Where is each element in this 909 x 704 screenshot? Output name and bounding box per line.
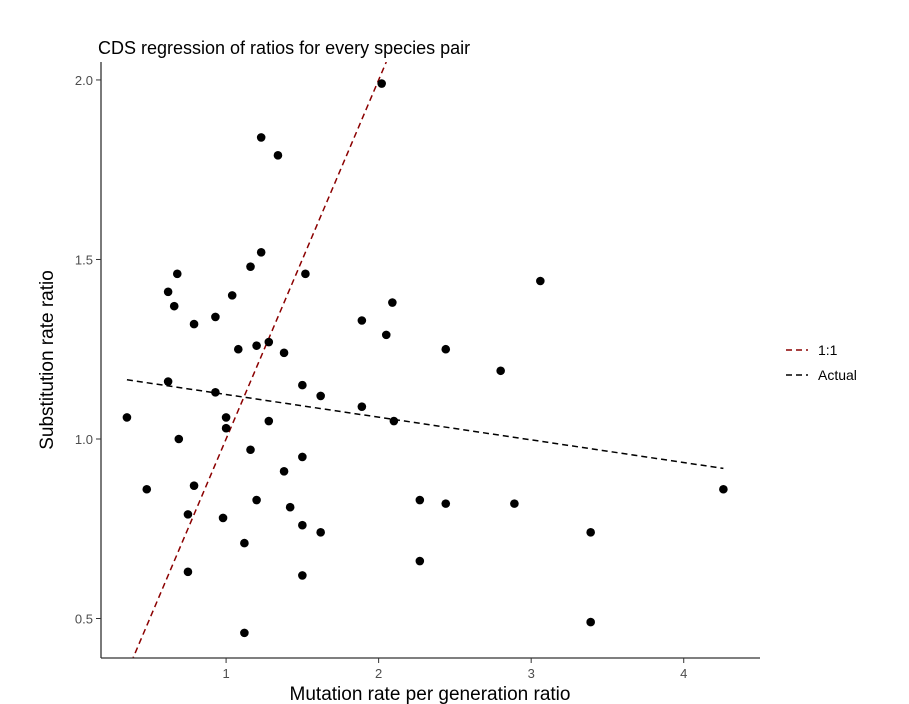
x-tick-label: 3 — [528, 666, 535, 681]
data-point — [233, 344, 243, 354]
data-point — [298, 452, 307, 462]
legend-label-1: Actual — [818, 367, 857, 383]
data-point — [256, 133, 266, 142]
data-point — [586, 528, 595, 537]
y-tick-label: 1.5 — [75, 252, 93, 267]
data-point — [227, 291, 237, 300]
data-point — [586, 617, 595, 627]
data-point — [279, 348, 289, 358]
data-point — [415, 495, 425, 505]
legend-label-0: 1:1 — [818, 342, 838, 358]
y-ticks: 0.5 1.0 1.5 2.0 — [75, 73, 101, 627]
data-point — [264, 337, 274, 347]
data-point — [264, 416, 274, 426]
y-tick-label: 1.0 — [75, 432, 93, 447]
data-point — [221, 413, 231, 422]
data-point — [510, 499, 519, 508]
data-point — [142, 484, 152, 494]
data-point — [496, 366, 505, 376]
legend: 1:1 Actual — [786, 342, 857, 383]
y-tick-label: 2.0 — [75, 73, 93, 88]
data-point — [415, 556, 425, 566]
data-point — [172, 269, 182, 279]
data-point — [298, 520, 307, 530]
x-tick-label: 2 — [375, 666, 382, 681]
data-point — [285, 502, 295, 512]
data-point — [316, 528, 325, 537]
data-point — [357, 402, 367, 411]
data-point — [389, 416, 399, 426]
x-tick-label: 1 — [222, 666, 229, 681]
data-point — [246, 445, 255, 455]
data-point — [169, 301, 179, 311]
data-point — [163, 377, 173, 386]
data-point — [273, 151, 283, 160]
data-point — [357, 316, 367, 325]
chart-title: CDS regression of ratios for every speci… — [98, 38, 470, 58]
data-point — [240, 538, 249, 548]
data-point — [316, 391, 325, 401]
data-point — [298, 571, 307, 580]
series-line-0 — [132, 62, 387, 658]
data-point — [240, 628, 249, 638]
y-tick-label: 0.5 — [75, 612, 93, 627]
data-point — [174, 434, 184, 444]
data-point — [252, 495, 261, 505]
data-point — [221, 423, 231, 433]
data-point — [211, 312, 220, 322]
y-axis-title: Substitution rate ratio — [37, 270, 58, 450]
data-point — [189, 319, 199, 329]
data-point — [252, 341, 261, 350]
data-point — [298, 380, 307, 390]
x-axis-title: Mutation rate per generation ratio — [290, 684, 571, 704]
data-point — [246, 262, 255, 271]
data-point — [189, 481, 199, 490]
data-point — [279, 467, 289, 476]
data-point — [122, 413, 132, 422]
series-line-1 — [126, 379, 724, 470]
data-point — [719, 484, 728, 494]
x-ticks: 1 2 3 4 — [222, 658, 687, 681]
plot-area — [122, 62, 728, 658]
data-point — [301, 269, 310, 279]
data-point — [163, 287, 173, 297]
data-point — [536, 276, 545, 286]
data-point — [183, 567, 193, 577]
data-point — [441, 344, 451, 354]
data-point — [381, 330, 391, 340]
data-point — [256, 247, 266, 257]
data-point — [218, 513, 228, 523]
x-tick-label: 4 — [680, 666, 687, 681]
data-point — [388, 298, 397, 307]
data-point — [211, 388, 220, 397]
data-point — [441, 499, 451, 508]
data-point — [377, 79, 386, 88]
data-point — [183, 510, 193, 519]
